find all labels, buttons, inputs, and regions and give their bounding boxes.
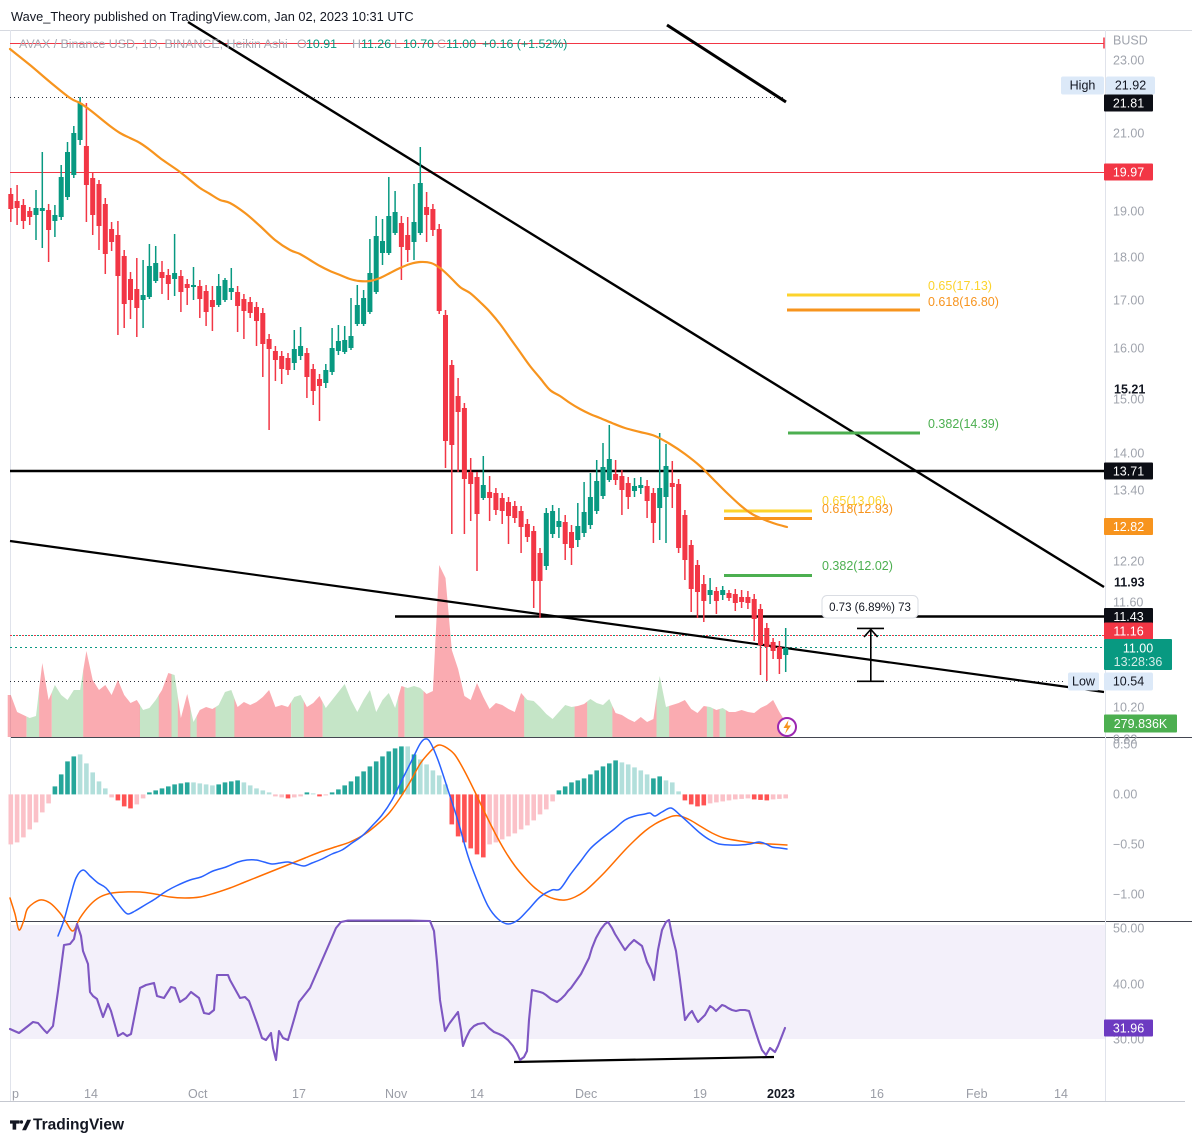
svg-text:0.618(16.80): 0.618(16.80)	[928, 295, 999, 309]
svg-text:Wave_Theory published on Tradi: Wave_Theory published on TradingView.com…	[11, 9, 414, 24]
svg-text:2023: 2023	[767, 1087, 795, 1101]
svg-text:10.20: 10.20	[1113, 701, 1144, 715]
svg-text:13:28:36: 13:28:36	[1114, 655, 1163, 669]
svg-text:Nov: Nov	[385, 1087, 408, 1101]
svg-text:0.65(13.06): 0.65(13.06)	[822, 494, 886, 508]
svg-text:11.00: 11.00	[1123, 642, 1153, 656]
svg-text:15.21: 15.21	[1114, 383, 1145, 397]
svg-text:C: C	[437, 37, 446, 51]
svg-text:11.93: 11.93	[1114, 576, 1145, 590]
svg-text:0.50: 0.50	[1113, 738, 1137, 752]
svg-text:13.71: 13.71	[1113, 464, 1144, 478]
svg-text:9.82: 9.82	[1113, 733, 1137, 747]
svg-text:+0.16 (+1.52%): +0.16 (+1.52%)	[482, 37, 567, 51]
svg-text:H: H	[352, 37, 361, 51]
svg-text:Oct: Oct	[188, 1087, 208, 1101]
svg-text:0.00: 0.00	[1113, 788, 1137, 802]
svg-text:17: 17	[292, 1087, 306, 1101]
svg-text:16: 16	[870, 1087, 884, 1101]
svg-text:14: 14	[84, 1087, 98, 1101]
svg-text:11.43: 11.43	[1113, 610, 1143, 624]
svg-text:15.00: 15.00	[1113, 393, 1144, 407]
svg-text:12.82: 12.82	[1113, 520, 1144, 534]
svg-text:11.00: 11.00	[446, 37, 476, 51]
svg-text:0.618(12.93): 0.618(12.93)	[822, 502, 893, 516]
svg-text:40.00: 40.00	[1113, 978, 1144, 992]
svg-text:10.54: 10.54	[1113, 675, 1144, 689]
svg-text:13.40: 13.40	[1113, 484, 1144, 498]
svg-text:14: 14	[1054, 1087, 1068, 1101]
svg-text:14.00: 14.00	[1113, 447, 1144, 461]
svg-text:19.97: 19.97	[1113, 165, 1144, 179]
svg-text:10.70: 10.70	[403, 37, 434, 51]
svg-text:−0.50: −0.50	[1113, 838, 1145, 852]
svg-text:Feb: Feb	[966, 1087, 988, 1101]
svg-text:21.81: 21.81	[1113, 96, 1144, 110]
svg-text:BUSD: BUSD	[1113, 34, 1148, 48]
svg-text:AVAX / Binance USD, 1D, BINANC: AVAX / Binance USD, 1D, BINANCE, Heikin …	[19, 37, 288, 51]
svg-text:0.382(12.02): 0.382(12.02)	[822, 559, 893, 573]
svg-text:p: p	[12, 1087, 19, 1101]
svg-text:31.96: 31.96	[1113, 1021, 1144, 1035]
svg-text:11.16: 11.16	[1113, 624, 1143, 638]
svg-text:−1.00: −1.00	[1113, 888, 1145, 902]
svg-text:279.836K: 279.836K	[1114, 717, 1168, 731]
svg-text:12.20: 12.20	[1113, 555, 1144, 569]
svg-text:O: O	[297, 37, 307, 51]
svg-text:18.00: 18.00	[1113, 251, 1144, 265]
svg-text:10.91: 10.91	[306, 37, 337, 51]
svg-text:Dec: Dec	[575, 1087, 597, 1101]
svg-text:0.382(14.39): 0.382(14.39)	[928, 417, 999, 431]
svg-text:50.00: 50.00	[1113, 922, 1144, 936]
svg-text:16.00: 16.00	[1113, 342, 1144, 356]
svg-text:21.92: 21.92	[1115, 79, 1146, 93]
svg-text:11.26: 11.26	[361, 37, 391, 51]
svg-text:11.60: 11.60	[1113, 596, 1143, 610]
svg-text:Low: Low	[1072, 675, 1096, 689]
svg-text:23.00: 23.00	[1113, 54, 1144, 68]
svg-text:L: L	[394, 37, 401, 51]
svg-text:High: High	[1070, 79, 1096, 93]
svg-text:21.00: 21.00	[1113, 127, 1144, 141]
svg-text:14: 14	[470, 1087, 484, 1101]
svg-text:0.73 (6.89%) 73: 0.73 (6.89%) 73	[829, 602, 911, 614]
svg-text:19.00: 19.00	[1113, 205, 1144, 219]
svg-text:TradingView: TradingView	[33, 1117, 125, 1134]
svg-text:17.00: 17.00	[1113, 294, 1144, 308]
svg-text:19: 19	[693, 1087, 707, 1101]
svg-text:0.65(17.13): 0.65(17.13)	[928, 279, 992, 293]
